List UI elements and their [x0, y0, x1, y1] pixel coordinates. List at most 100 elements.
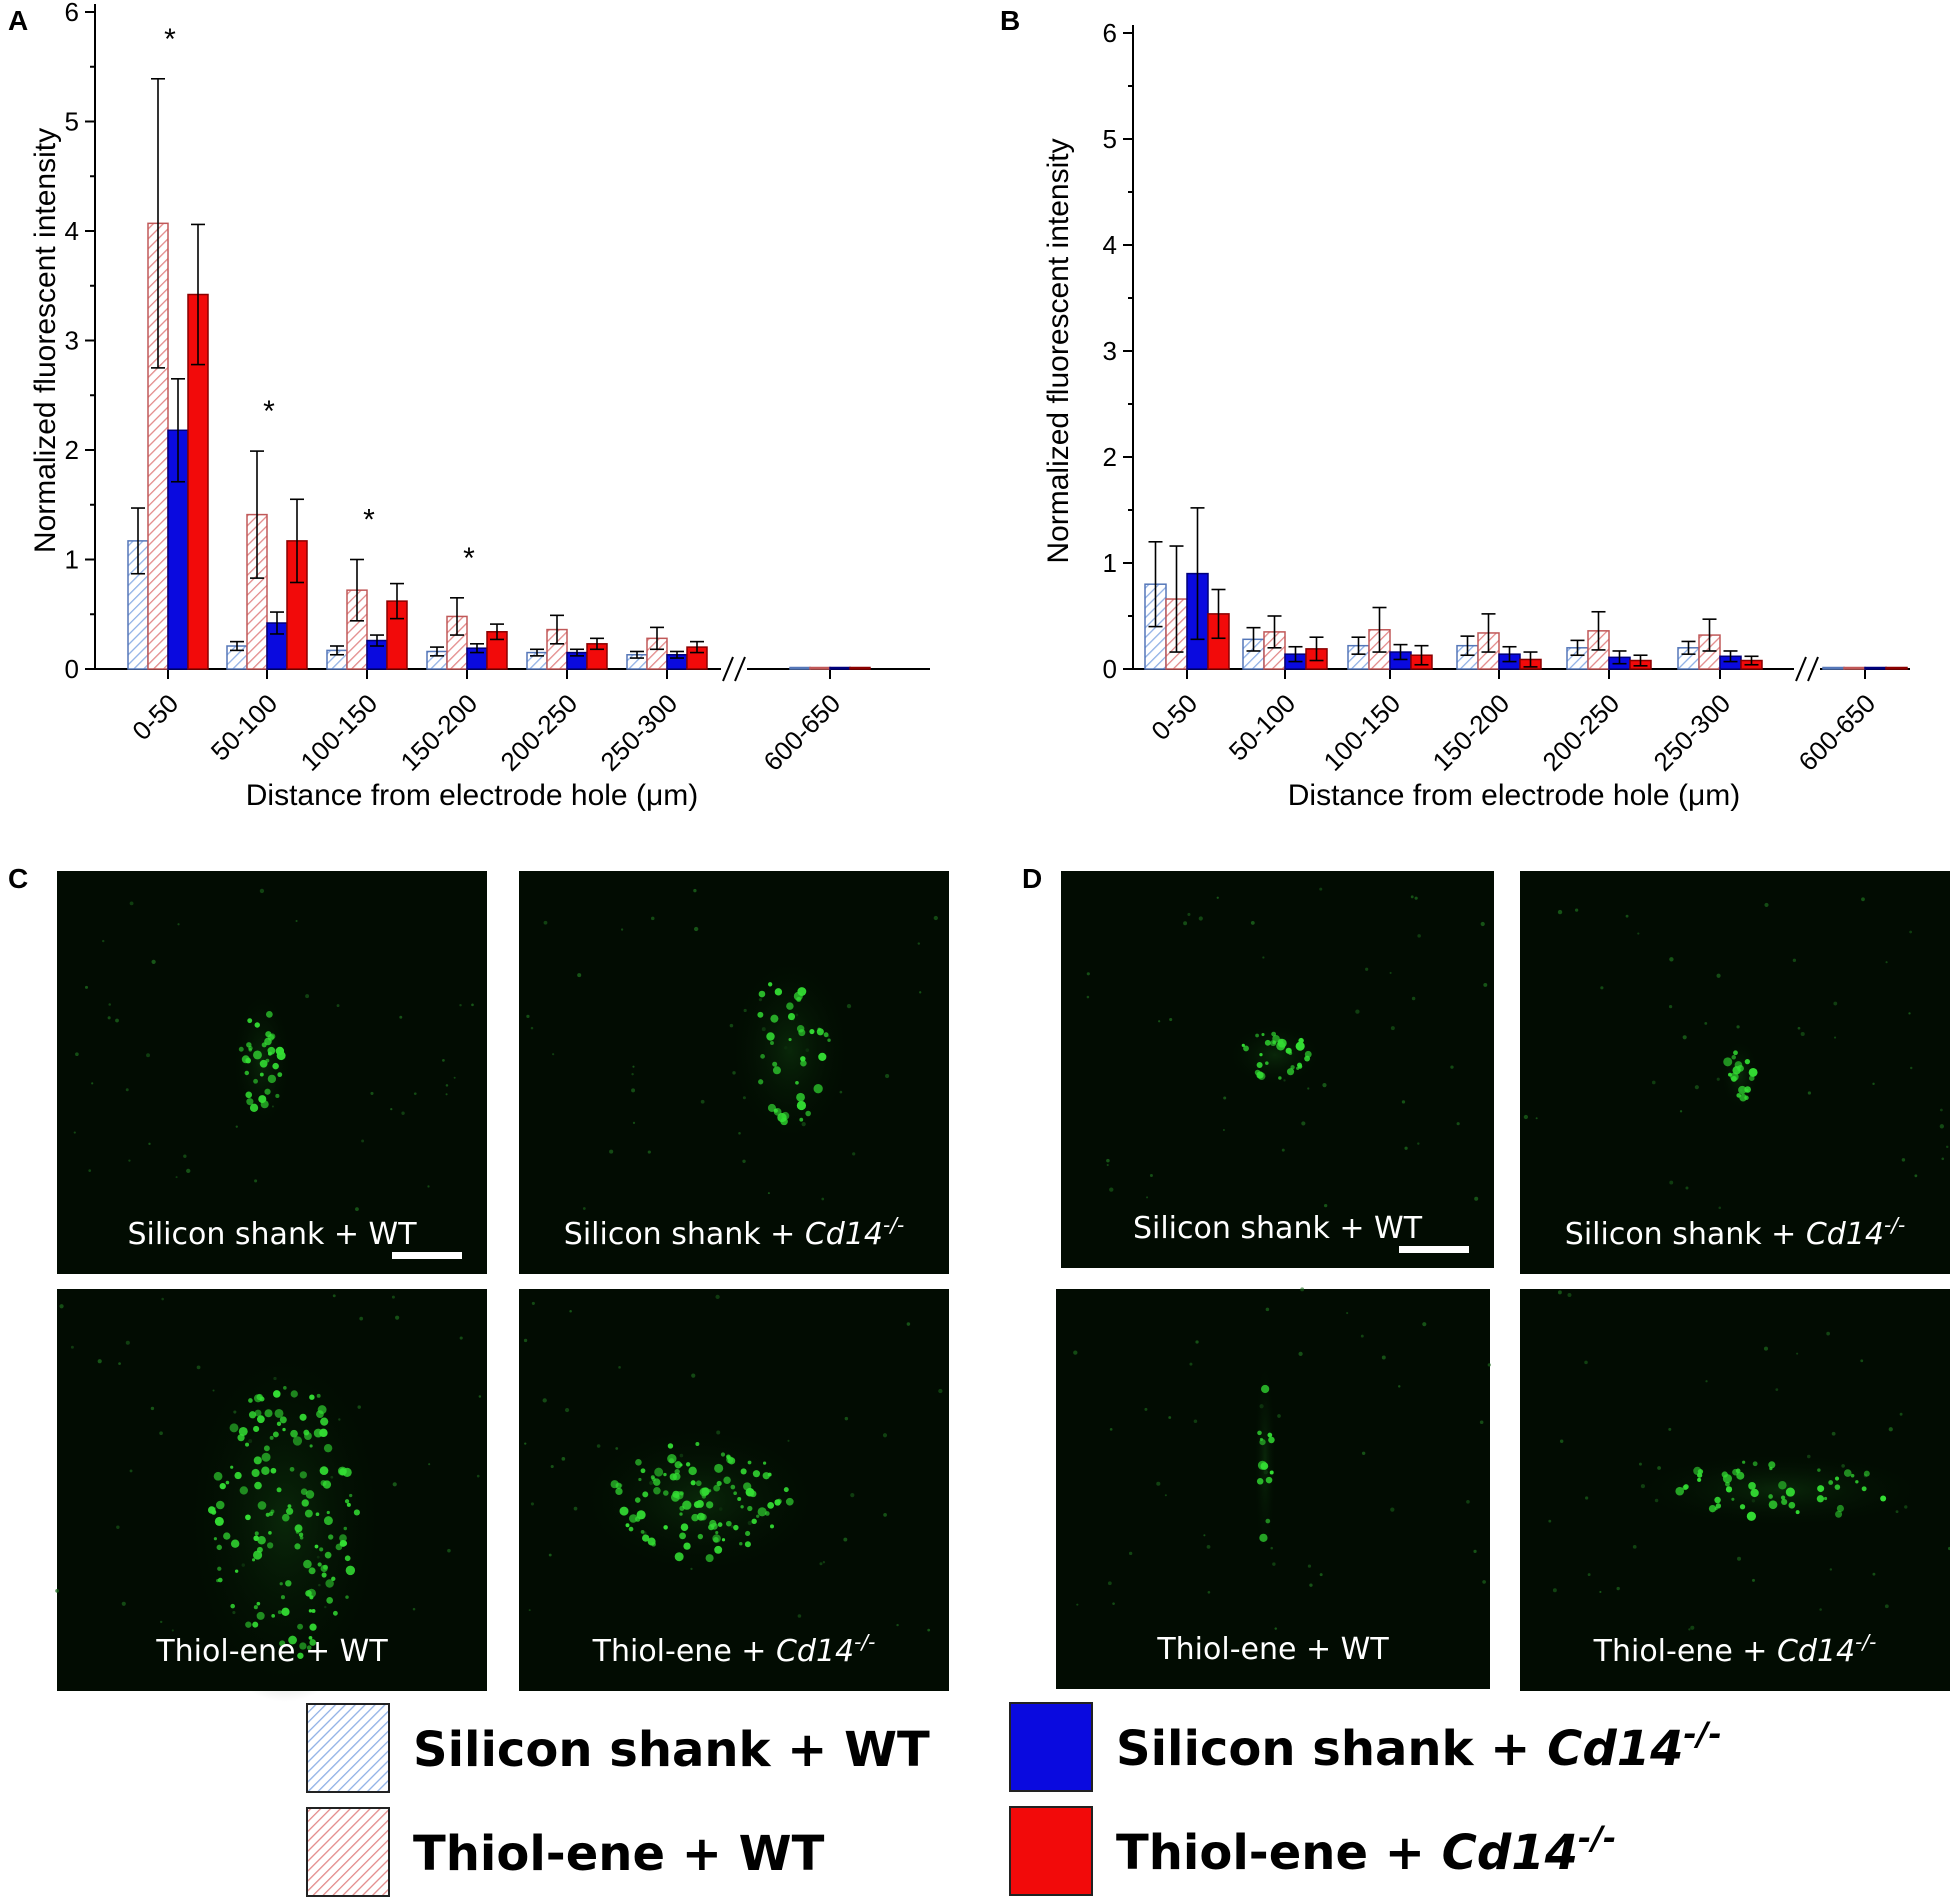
micrograph-c-4: Thiol-ene + Cd14-/-	[519, 1289, 949, 1691]
fluorescent-punctum	[706, 1501, 714, 1509]
fluorescent-punctum	[282, 1427, 286, 1432]
fluorescent-punctum	[248, 1398, 253, 1403]
background-speck	[1265, 1307, 1270, 1312]
background-speck	[459, 1336, 463, 1340]
axis-break-mark	[734, 656, 746, 682]
fluorescent-punctum	[747, 1505, 753, 1512]
fluorescent-punctum	[213, 1471, 223, 1481]
fluorescent-punctum	[701, 1494, 707, 1499]
background-speck	[1223, 1096, 1227, 1100]
fluorescent-punctum	[1855, 1480, 1859, 1484]
background-speck	[1390, 1026, 1395, 1031]
background-speck	[609, 1149, 614, 1154]
y-tick-label: 1	[1103, 548, 1117, 578]
fluorescent-punctum	[279, 1582, 283, 1586]
fluorescent-punctum	[268, 1051, 272, 1056]
background-speck	[108, 1003, 111, 1006]
legend-label: Silicon shank + Cd14-/-	[1116, 1715, 1722, 1777]
fluorescent-punctum	[245, 1091, 253, 1099]
fluorescent-punctum	[308, 1609, 313, 1613]
background-speck	[151, 959, 156, 965]
fluorescent-punctum	[254, 1409, 262, 1417]
fluorescent-punctum	[303, 1559, 312, 1569]
fluorescent-punctum	[765, 1511, 770, 1516]
fluorescent-punctum	[663, 1490, 669, 1496]
fluorescent-punctum	[780, 1117, 788, 1126]
background-speck	[524, 1442, 527, 1445]
background-speck	[742, 1159, 746, 1163]
tissue-glow	[231, 988, 293, 1132]
background-speck	[1792, 958, 1797, 962]
tissue-glow	[1720, 1038, 1760, 1112]
background-speck	[1688, 1628, 1691, 1631]
background-speck	[129, 901, 134, 906]
fluorescent-punctum	[640, 1530, 645, 1534]
fluorescent-punctum	[326, 1510, 330, 1515]
background-speck	[1826, 1331, 1830, 1336]
fluorescent-punctum	[1816, 1495, 1825, 1503]
fluorescent-punctum	[798, 1029, 806, 1037]
background-speck	[476, 1474, 480, 1478]
background-speck	[1763, 1346, 1769, 1351]
fluorescent-punctum	[721, 1538, 726, 1542]
background-speck	[1193, 1419, 1198, 1423]
fluorescent-punctum	[800, 1059, 807, 1067]
background-speck	[1535, 1117, 1538, 1120]
background-speck	[1616, 1586, 1620, 1591]
background-speck	[883, 1513, 887, 1517]
background-speck	[1277, 1414, 1281, 1418]
fluorescent-punctum	[1675, 1486, 1685, 1496]
fluorescent-punctum	[743, 1482, 752, 1491]
background-speck	[1632, 1544, 1637, 1549]
background-speck	[819, 1562, 823, 1566]
fluorescent-punctum	[251, 1468, 260, 1478]
background-speck	[1523, 1114, 1529, 1120]
fluorescent-punctum	[651, 1541, 656, 1547]
background-speck	[1106, 1158, 1110, 1163]
background-speck	[1355, 1009, 1360, 1014]
fluorescent-punctum	[1296, 1066, 1300, 1070]
fluorescent-punctum	[1265, 1476, 1273, 1484]
background-speck	[1834, 1036, 1837, 1039]
background-speck	[1718, 1206, 1722, 1210]
fluorescent-punctum	[246, 1042, 252, 1048]
fluorescent-punctum	[297, 1623, 304, 1630]
background-speck	[428, 1463, 431, 1466]
fluorescent-punctum	[774, 988, 783, 996]
background-speck	[1187, 912, 1191, 916]
fluorescent-punctum	[270, 1467, 277, 1474]
background-speck	[1473, 1549, 1477, 1554]
background-speck	[1668, 1427, 1672, 1431]
background-speck	[1939, 1124, 1945, 1129]
fluorescent-punctum	[744, 1541, 751, 1548]
background-speck	[129, 1469, 133, 1473]
fluorescent-punctum	[688, 1466, 697, 1476]
fluorescent-punctum	[785, 1497, 794, 1506]
fluorescent-punctum	[322, 1480, 332, 1489]
fluorescent-punctum	[332, 1610, 338, 1616]
fluorescent-punctum	[772, 1061, 778, 1067]
fluorescent-punctum	[786, 1002, 794, 1010]
fluorescent-punctum	[1731, 1497, 1735, 1501]
fluorescent-punctum	[253, 1050, 262, 1060]
background-speck	[933, 915, 938, 921]
background-speck	[1796, 1352, 1799, 1355]
background-speck	[1480, 921, 1485, 927]
fluorescent-punctum	[299, 1642, 307, 1650]
background-speck	[1737, 1556, 1742, 1561]
fluorescent-punctum	[652, 1478, 661, 1486]
background-speck	[1829, 1568, 1833, 1571]
background-speck	[938, 1388, 943, 1394]
background-speck	[75, 1052, 79, 1057]
background-speck	[620, 928, 624, 931]
fluorescent-punctum	[615, 1487, 623, 1496]
fluorescent-punctum	[1834, 1484, 1841, 1490]
fluorescent-punctum	[317, 1562, 322, 1567]
background-speck	[1483, 982, 1488, 987]
background-speck	[1365, 967, 1369, 971]
background-speck	[691, 1373, 696, 1378]
fluorescent-punctum	[1259, 1533, 1268, 1542]
background-speck	[1682, 1035, 1687, 1040]
fluorescent-punctum	[269, 1435, 274, 1440]
y-tick-label: 3	[65, 326, 79, 356]
